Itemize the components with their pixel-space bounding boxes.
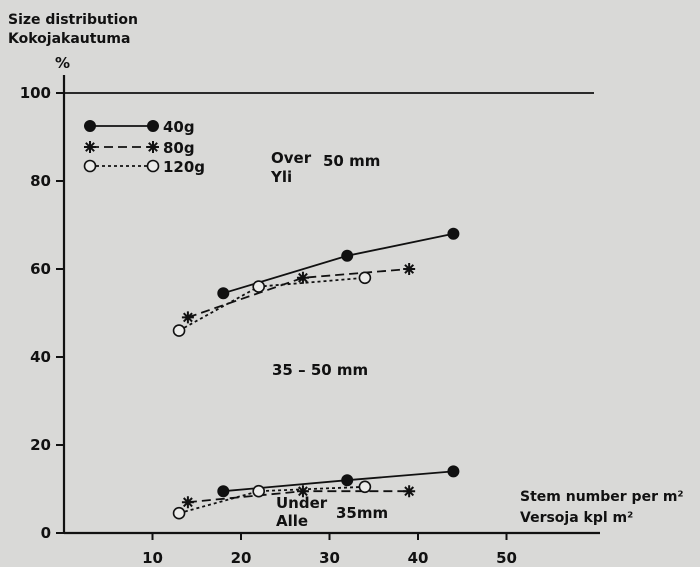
legend-marker-80g [84, 141, 96, 153]
x-axis-label-secondary: Versoja kpl m² [520, 510, 633, 526]
data-point-40g-under [341, 474, 354, 487]
y-axis-label: % [55, 54, 70, 72]
region-label-over: Over [271, 149, 312, 167]
x-tick-label: 50 [496, 549, 517, 567]
chart-subtitle: Kokojakautuma [8, 31, 130, 47]
y-tick-label: 0 [41, 524, 51, 542]
data-point-80g-under [181, 496, 194, 509]
region-label-over-size: 50 mm [323, 152, 380, 170]
data-point-120g-under [172, 506, 186, 520]
y-tick-label: 80 [30, 172, 51, 190]
data-point-120g-under [252, 484, 266, 498]
x-tick-label: 20 [231, 549, 252, 567]
data-point-80g-over [403, 263, 416, 275]
data-point-40g-over [217, 287, 230, 300]
data-point-80g-over [181, 311, 194, 324]
data-point-40g-over [341, 249, 354, 262]
legend-label-80g: 80g [163, 139, 195, 157]
x-tick-label: 10 [142, 549, 163, 567]
data-point-80g-under [403, 485, 416, 498]
data-point-120g-over [172, 324, 186, 337]
legend-label-40g: 40g [163, 118, 195, 136]
legend-marker-80g [147, 141, 159, 153]
region-label-yli: Yli [270, 168, 292, 186]
legend-label-120g: 120g [163, 158, 205, 176]
y-tick-label: 20 [30, 436, 51, 454]
legend-marker-120g [146, 159, 160, 173]
data-point-80g-over [296, 271, 309, 284]
data-point-40g-under [217, 485, 230, 498]
y-tick-label: 40 [30, 348, 51, 366]
chart-title: Size distribution [8, 12, 138, 28]
legend-marker-40g [147, 120, 159, 132]
region-label-mid: 35 – 50 mm [272, 361, 368, 379]
x-tick-label: 30 [319, 549, 340, 567]
y-tick-label: 100 [20, 84, 51, 102]
y-tick-label: 60 [30, 260, 51, 278]
data-point-40g-under [447, 465, 460, 478]
legend-marker-120g [83, 159, 97, 173]
data-point-120g-over [252, 280, 266, 293]
region-label-under: Under [276, 494, 328, 512]
x-axis-label: Stem number per m² [520, 489, 684, 505]
series-line-120g-over [178, 276, 365, 332]
legend-marker-40g [84, 120, 96, 132]
data-point-80g-under [296, 485, 309, 498]
region-label-alle: Alle [276, 512, 308, 530]
x-tick-label: 40 [408, 549, 429, 567]
data-point-120g-under [358, 480, 372, 494]
region-label-under-size: 35mm [336, 504, 388, 522]
data-point-120g-over [358, 271, 372, 285]
data-point-40g-over [447, 227, 460, 240]
